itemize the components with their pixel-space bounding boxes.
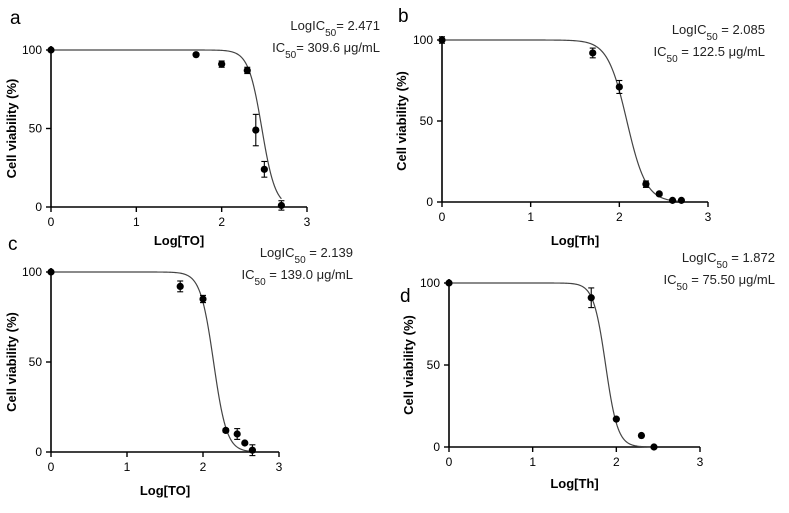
x-tick-label: 3 [304, 215, 311, 229]
data-point [445, 279, 453, 287]
fit-curve [51, 49, 282, 200]
y-tick-label: 100 [22, 43, 42, 57]
y-axis-title: Cell viability (%) [4, 312, 19, 412]
x-tick-label: 2 [218, 215, 225, 229]
fit-curve [442, 39, 682, 203]
x-axis-title: Log[TO] [140, 483, 190, 498]
data-point [252, 126, 260, 134]
panel-c: c 0 1 2 3 0 50 100 Log[TO] Cell viability (%) LogI… [4, 234, 353, 498]
ic50-label: IC50= 309.6 μg/mL [272, 40, 380, 61]
y-tick-label: 0 [35, 200, 42, 214]
panel-letter: c [8, 234, 18, 255]
panel-letter: a [10, 8, 21, 29]
log-ic50-label: LogIC50 = 1.872 [682, 250, 775, 271]
x-tick-label: 0 [48, 460, 55, 474]
data-point [243, 66, 251, 75]
data-point [233, 430, 241, 438]
log-ic50-label: LogIC50 = 2.085 [672, 22, 765, 43]
panel-b: b 0 1 2 3 0 50 100 Log[Th] Cell viability (%) LogI… [394, 6, 765, 248]
data-point [612, 415, 620, 423]
data-point [650, 443, 658, 451]
x-axis-title: Log[TO] [154, 233, 204, 248]
y-tick-label: 0 [35, 445, 42, 459]
y-tick-label: 50 [29, 355, 43, 369]
x-tick-label: 0 [48, 215, 55, 229]
data-point [199, 295, 207, 303]
data-point [47, 268, 55, 276]
x-tick-label: 0 [446, 455, 453, 469]
y-axis-title: Cell viability (%) [401, 315, 416, 415]
x-tick-label: 3 [705, 210, 712, 224]
data-point [615, 83, 623, 91]
ic50-label: IC50 = 75.50 μg/mL [664, 272, 775, 293]
ic50-label: IC50 = 139.0 μg/mL [242, 267, 353, 288]
ic50-label: IC50 = 122.5 μg/mL [654, 44, 765, 65]
fit-curve [449, 282, 654, 448]
x-tick-label: 2 [616, 210, 623, 224]
x-tick-label: 1 [133, 215, 140, 229]
y-axis-title: Cell viability (%) [394, 71, 409, 171]
x-tick-label: 3 [276, 460, 283, 474]
data-point [248, 446, 256, 454]
y-tick-label: 0 [433, 440, 440, 454]
y-tick-label: 50 [427, 358, 441, 372]
log-ic50-label: LogIC50 = 2.139 [260, 245, 353, 266]
data-point [438, 36, 446, 44]
x-axis-title: Log[Th] [551, 233, 599, 248]
fit-curve [51, 271, 253, 453]
y-tick-label: 100 [420, 276, 440, 290]
panel-d: d 0 1 2 3 0 50 100 Log[Th] Cell viability (%) LogI… [400, 250, 775, 491]
data-point [668, 196, 677, 204]
y-tick-label: 50 [29, 122, 43, 136]
data-point [218, 60, 226, 68]
data-point [587, 294, 595, 302]
y-tick-label: 100 [413, 33, 433, 47]
data-point [176, 282, 184, 290]
data-point [192, 51, 200, 59]
y-tick-label: 100 [22, 265, 42, 279]
data-point [637, 431, 646, 440]
log-ic50-label: LogIC50= 2.471 [290, 18, 380, 39]
x-tick-label: 0 [439, 210, 446, 224]
x-tick-label: 2 [200, 460, 207, 474]
y-axis-title: Cell viability (%) [4, 79, 19, 179]
x-axis-title: Log[Th] [550, 476, 598, 491]
data-point [277, 201, 285, 210]
data-point [47, 46, 55, 54]
x-tick-label: 2 [613, 455, 620, 469]
panel-letter: d [400, 286, 411, 307]
x-tick-label: 1 [527, 210, 534, 224]
x-tick-label: 3 [697, 455, 704, 469]
y-tick-label: 0 [426, 195, 433, 209]
x-tick-label: 1 [124, 460, 131, 474]
data-point [589, 49, 597, 57]
panel-a: a 0 1 2 3 0 50 100 Log[TO] Cell viability (%) LogI… [4, 8, 380, 248]
data-point [642, 180, 650, 188]
data-point [655, 190, 663, 198]
y-tick-label: 50 [420, 114, 434, 128]
data-point [260, 165, 268, 173]
panel-letter: b [398, 6, 409, 27]
x-tick-label: 1 [529, 455, 536, 469]
data-point [677, 196, 686, 204]
data-point [222, 426, 230, 434]
data-point [241, 439, 249, 447]
